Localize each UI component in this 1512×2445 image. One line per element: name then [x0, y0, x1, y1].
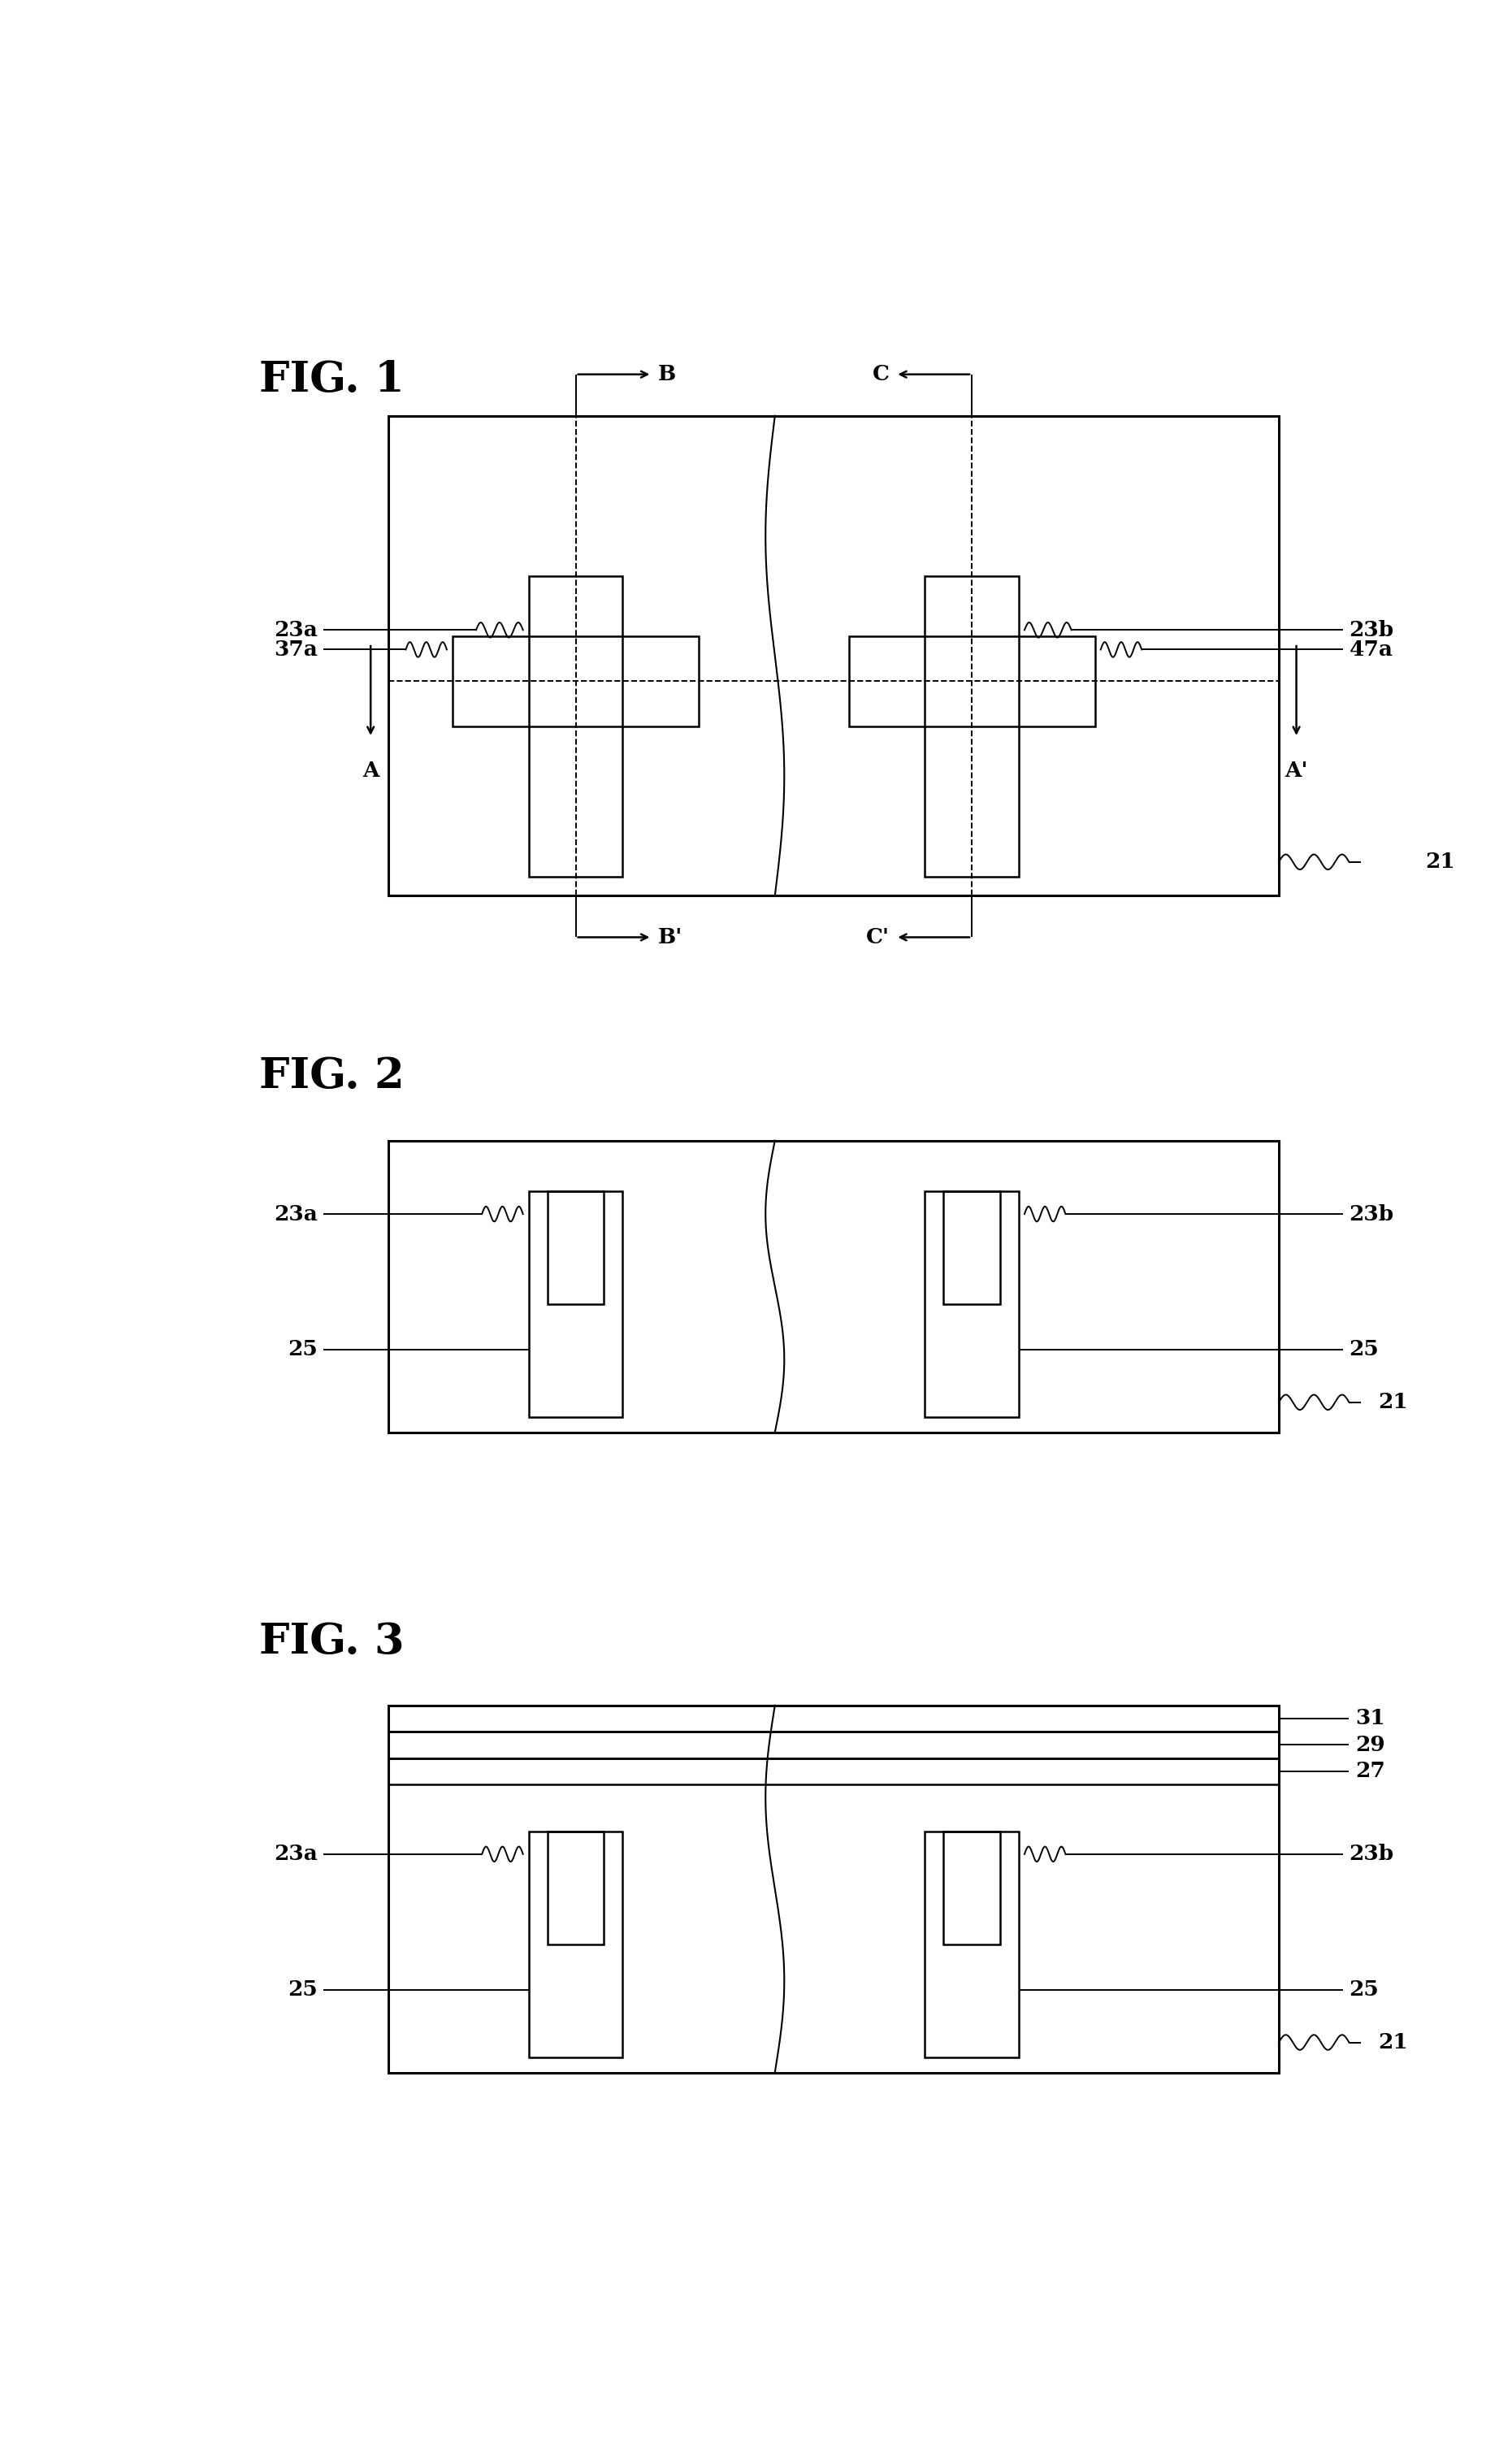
Bar	[389, 416, 1279, 895]
Text: C: C	[872, 364, 889, 384]
Text: 23a: 23a	[274, 621, 318, 641]
Text: FIG. 2: FIG. 2	[260, 1056, 405, 1098]
Text: B': B'	[658, 927, 682, 946]
Bar	[389, 1707, 1279, 1731]
Text: 21: 21	[1426, 851, 1455, 873]
Text: 47a: 47a	[1349, 641, 1393, 660]
Text: FIG. 1: FIG. 1	[260, 359, 405, 401]
Text: 31: 31	[1355, 1709, 1385, 1729]
Bar	[925, 1191, 1019, 1418]
Text: A': A'	[1285, 760, 1308, 780]
Text: 37a: 37a	[274, 641, 318, 660]
Bar	[943, 1191, 999, 1303]
Text: B: B	[658, 364, 676, 384]
Bar	[943, 1831, 999, 1944]
Bar	[452, 636, 699, 726]
Bar	[848, 636, 1095, 726]
Text: 25: 25	[289, 1340, 318, 1359]
Bar	[389, 1139, 1279, 1433]
Text: 23b: 23b	[1349, 1203, 1394, 1225]
Text: 23a: 23a	[274, 1203, 318, 1225]
Bar	[925, 577, 1019, 878]
Bar	[389, 1707, 1279, 2073]
Text: 21: 21	[1379, 2032, 1408, 2051]
Bar	[529, 1191, 623, 1418]
Bar	[925, 1831, 1019, 2056]
Text: 23b: 23b	[1349, 1844, 1394, 1863]
Text: C': C'	[866, 927, 889, 946]
Bar	[529, 577, 623, 878]
Text: 21: 21	[1379, 1391, 1408, 1413]
Text: FIG. 3: FIG. 3	[260, 1621, 404, 1663]
Text: A: A	[363, 760, 380, 780]
Text: 23a: 23a	[274, 1844, 318, 1863]
Bar	[547, 1831, 603, 1944]
Text: 25: 25	[289, 1980, 318, 2000]
Text: 29: 29	[1355, 1736, 1385, 1756]
Text: 27: 27	[1355, 1760, 1385, 1782]
Text: 25: 25	[1349, 1340, 1379, 1359]
Bar	[529, 1831, 623, 2056]
Bar	[547, 1191, 603, 1303]
Text: 23b: 23b	[1349, 621, 1394, 641]
Bar	[389, 1731, 1279, 1758]
Bar	[389, 1758, 1279, 1785]
Text: 25: 25	[1349, 1980, 1379, 2000]
